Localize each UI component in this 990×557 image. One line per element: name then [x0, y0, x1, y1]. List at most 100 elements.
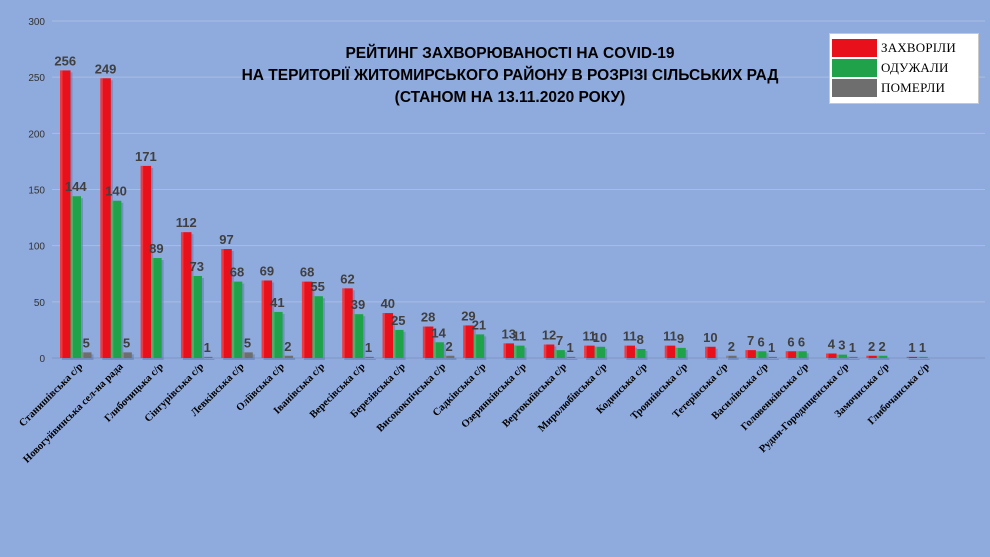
bar-shadow [365, 358, 376, 360]
bar-highlight [282, 355, 286, 358]
data-label-died: 1 [849, 340, 856, 355]
data-label-died: 1 [204, 340, 211, 355]
bar-shadow [445, 357, 457, 360]
bar-highlight [422, 326, 426, 358]
bar-recovered [675, 347, 686, 358]
data-label-recovered: 7 [556, 333, 563, 348]
data-label-infected: 11 [583, 329, 597, 344]
data-label-infected: 62 [340, 271, 354, 286]
bar-shadow [728, 357, 739, 360]
bar-infected [221, 249, 232, 358]
bar-highlight [584, 345, 587, 358]
bar-recovered [876, 355, 888, 358]
bar-infected [100, 78, 111, 358]
bar-shadow [878, 357, 890, 360]
data-label-infected: 97 [219, 232, 233, 247]
bar-highlight [140, 165, 144, 358]
bar-shadow [849, 358, 860, 360]
y-tick-label: 300 [28, 17, 45, 28]
legend-swatch-recovered [832, 59, 877, 77]
bar-highlight [393, 329, 396, 358]
chart-title-line-2: НА ТЕРИТОРІЇ ЖИТОМИРСЬКОГО РАЙОНУ В РОЗР… [241, 67, 779, 84]
bar-infected [301, 281, 313, 358]
data-label-infected: 10 [703, 330, 717, 345]
bar-shadow [908, 358, 920, 360]
bar-highlight [594, 346, 598, 358]
data-label-died: 1 [768, 340, 775, 355]
data-label-recovered: 14 [431, 325, 446, 340]
data-label-recovered: 11 [512, 329, 526, 344]
bar-died [121, 352, 132, 358]
y-tick-label: 250 [28, 73, 45, 84]
bar-recovered [352, 314, 364, 358]
bar-recovered [393, 329, 404, 358]
bar-highlight [785, 351, 789, 358]
data-label-infected: 11 [623, 329, 637, 344]
data-label-recovered: 73 [189, 259, 203, 274]
data-label-died: 1 [365, 340, 372, 355]
bar-recovered [514, 345, 525, 358]
bar-highlight [796, 351, 799, 358]
bar-highlight [242, 352, 245, 358]
data-label-recovered: 3 [838, 338, 845, 353]
bar-infected [624, 345, 635, 358]
bar-highlight [110, 200, 114, 358]
bar-highlight [473, 334, 477, 358]
bar-highlight [836, 354, 840, 358]
data-label-recovered: 8 [637, 332, 644, 347]
bar-highlight [847, 356, 850, 358]
bar-shadow [566, 358, 578, 360]
bar-infected [261, 280, 273, 358]
x-tick-label: Миролюбівська с/р [536, 361, 609, 434]
bar-shadow [768, 358, 779, 360]
data-label-infected: 4 [828, 337, 836, 352]
bar-recovered [634, 349, 646, 358]
bar-recovered [917, 356, 928, 358]
data-label-recovered: 10 [593, 330, 607, 345]
bar-highlight [100, 78, 103, 358]
bar-highlight [876, 355, 880, 358]
bar-highlight [352, 314, 356, 358]
bar-highlight [463, 325, 466, 358]
bar-infected [60, 70, 71, 358]
data-label-recovered: 39 [351, 297, 365, 312]
data-label-infected: 11 [663, 329, 677, 344]
data-label-recovered: 6 [758, 334, 765, 349]
data-label-died: 1 [566, 340, 573, 355]
bar-highlight [180, 232, 184, 358]
bar-infected [342, 288, 353, 358]
bar-recovered [312, 296, 323, 358]
bar-highlight [624, 345, 627, 358]
data-label-recovered: 89 [149, 241, 163, 256]
bar-highlight [231, 281, 235, 358]
bar-recovered [836, 354, 848, 358]
bar-highlight [191, 275, 194, 358]
bar-died [766, 356, 777, 358]
bar-died [81, 352, 92, 358]
data-label-recovered: 2 [879, 339, 886, 354]
bar-died [564, 356, 576, 358]
data-label-infected: 2 [868, 339, 875, 354]
bar-highlight [917, 356, 920, 358]
data-label-recovered: 144 [65, 179, 87, 194]
bar-shadow [868, 357, 879, 360]
legend-label-infected: ЗАХВОРІЛИ [881, 40, 956, 55]
bar-died [726, 355, 737, 358]
bar-highlight [564, 356, 568, 358]
data-label-died: 2 [728, 339, 735, 354]
bar-highlight [866, 355, 869, 358]
bar-highlight [70, 196, 73, 358]
bar-infected [745, 350, 756, 358]
bar-highlight [121, 352, 124, 358]
bar-infected [785, 351, 797, 358]
data-label-died: 5 [83, 335, 90, 350]
bar-highlight [826, 353, 829, 358]
bar-recovered [191, 275, 202, 358]
data-label-infected: 171 [135, 149, 157, 164]
chart-title: РЕЙТИНГ ЗАХВОРЮВАНОСТІ НА COVID-19 НА ТЕ… [150, 43, 870, 109]
bar-recovered [433, 342, 444, 358]
chart-title-line-1: РЕЙТИНГ ЗАХВОРЮВАНОСТІ НА COVID-19 [345, 45, 675, 62]
x-tick-label: Висококпічська с/р [375, 361, 448, 434]
bar-highlight [634, 349, 638, 358]
legend-swatch-died [832, 79, 877, 97]
